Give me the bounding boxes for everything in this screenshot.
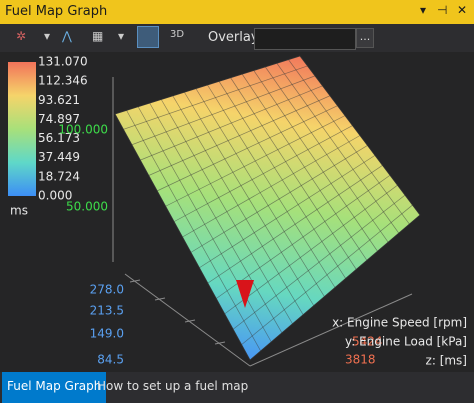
tick <box>129 279 141 283</box>
axis-legend: z: [ms] <box>426 354 467 368</box>
colorbar-label: 74.897 <box>38 112 80 126</box>
mesh-line <box>216 174 391 299</box>
colorbar-label: 112.346 <box>38 74 88 88</box>
y-tick-label: 149.0 <box>90 327 124 341</box>
x-axis <box>249 293 413 367</box>
pin-icon[interactable]: ⊣ <box>437 3 448 17</box>
cursor-marker <box>236 280 254 308</box>
mesh-line <box>230 77 357 270</box>
axis-legend: x: Engine Speed [rpm] <box>332 316 467 330</box>
colorbar-label: 93.621 <box>38 93 80 107</box>
colorbar-label: 18.724 <box>38 169 80 183</box>
mesh-line <box>218 81 346 279</box>
reset-icon[interactable]: ✲ <box>16 29 27 43</box>
z-tick-label: 100.000 <box>58 123 108 137</box>
x-tick-label: 5424 <box>352 335 383 349</box>
title-bar: Fuel Map Graph ▾ ⊣ ✕ <box>0 0 474 24</box>
y-tick-label: 278.0 <box>90 283 124 297</box>
fit-button[interactable] <box>137 26 159 48</box>
mesh-line <box>190 145 368 253</box>
dropdown-icon[interactable]: ▾ <box>118 29 125 43</box>
close-icon[interactable]: ✕ <box>457 3 468 17</box>
mesh-line <box>224 184 398 315</box>
colorbar <box>8 62 36 196</box>
browse-button[interactable]: ... <box>356 28 374 48</box>
x-tick-label: 3818 <box>345 353 376 367</box>
z-tick-label: 50.000 <box>66 200 108 214</box>
mesh-line <box>207 165 383 284</box>
tab-bar: Fuel Map Graph How to set up a fuel map <box>0 372 474 403</box>
grid-icon[interactable]: ▦ <box>92 29 104 43</box>
colorbar-label: 0.000 <box>38 189 72 203</box>
tick <box>214 341 226 345</box>
surface <box>114 55 421 361</box>
dropdown-icon[interactable]: ▾ <box>420 3 427 17</box>
tick <box>184 319 196 323</box>
tab[interactable]: Fuel Map Graph <box>2 372 107 403</box>
colorbar-label: 131.070 <box>38 55 88 69</box>
mesh-line <box>265 66 389 243</box>
overlay-input[interactable] <box>254 28 356 50</box>
tab[interactable]: How to set up a fuel map <box>97 379 249 393</box>
dropdown-icon[interactable]: ▾ <box>44 29 51 43</box>
peak-icon[interactable]: ⋀ <box>62 29 72 43</box>
overlay-label: Overlay <box>208 30 259 45</box>
colorbar-unit: ms <box>10 204 28 218</box>
y-tick-label: 84.5 <box>97 353 124 367</box>
mesh-line <box>241 204 413 345</box>
y-tick-label: 213.5 <box>90 304 124 318</box>
surface-fill <box>114 55 421 361</box>
window-title: Fuel Map Graph <box>5 4 108 19</box>
3d-icon[interactable]: 3D <box>170 29 185 40</box>
axes <box>112 77 413 367</box>
mesh-line <box>199 155 376 269</box>
tick <box>154 297 166 301</box>
surface-plot: 131.070 112.346 93.621 74.897 56.173 37.449 18… <box>8 55 467 368</box>
mesh-line <box>182 135 361 238</box>
mesh-line <box>253 70 378 252</box>
colorbar-label: 37.449 <box>38 150 80 164</box>
mesh-line <box>241 73 368 261</box>
mesh-line <box>276 63 400 234</box>
y-axis <box>124 273 251 367</box>
mesh-line <box>288 59 410 225</box>
toolbar: ✲ ▾ ⋀ ▦ ▾ 3D Overlay ... <box>0 24 474 52</box>
colorbar-label: 56.173 <box>38 131 80 145</box>
mesh-line <box>232 194 406 330</box>
axis-legend: y: Engine Load [kPa] <box>345 335 467 349</box>
